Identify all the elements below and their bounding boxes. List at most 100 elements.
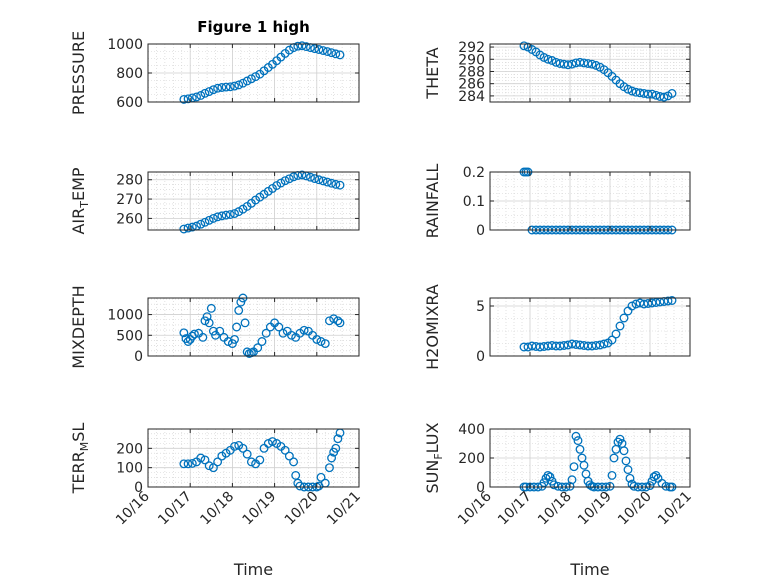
data-point: [297, 170, 307, 180]
data-point: [204, 461, 214, 471]
data-point: [204, 87, 214, 97]
data-point: [291, 470, 301, 480]
data-point: [651, 90, 661, 100]
data-point: [559, 341, 569, 350]
data-point: [238, 443, 248, 453]
y-tick-label: 288: [458, 64, 485, 80]
plot-area: [490, 298, 690, 356]
data-point: [223, 337, 233, 346]
data-point: [543, 470, 553, 480]
data-point: [333, 434, 343, 444]
data-point: [238, 78, 248, 88]
data-point: [595, 340, 605, 350]
data-point: [297, 41, 307, 51]
x-axis-label: Time: [233, 560, 273, 579]
y-tick-label: 0: [134, 349, 143, 365]
data-point: [607, 335, 617, 345]
y-tick-label: 0: [476, 480, 485, 496]
data-point: [225, 210, 235, 219]
y-axis-label: MIXDEPTH: [69, 285, 88, 368]
subplot-1: 600 800 1000 PRESSURE Figure 1 high: [69, 18, 360, 115]
data-point: [335, 180, 345, 190]
data-point: [280, 176, 290, 186]
y-tick-label: 286: [458, 77, 485, 93]
data-point: [322, 177, 332, 187]
data-point: [274, 322, 284, 332]
data-point: [198, 332, 208, 342]
data-point: [196, 219, 206, 229]
data-point: [213, 457, 223, 467]
data-point: [325, 463, 334, 473]
axes-box: [147, 428, 360, 488]
data-point: [206, 303, 216, 313]
data-point: [621, 456, 631, 466]
data-point: [230, 209, 239, 219]
data-point: [539, 52, 549, 62]
data-point: [549, 480, 559, 490]
data-point: [242, 449, 252, 459]
y-tick-label: 284: [458, 89, 485, 105]
data-point: [287, 330, 296, 340]
data-point: [647, 89, 657, 99]
data-point: [667, 296, 677, 305]
data-point: [661, 481, 671, 491]
data-point: [331, 49, 341, 59]
data-point: [232, 322, 242, 332]
data-point: [225, 82, 235, 92]
data-point: [183, 459, 193, 469]
axes-box: [147, 171, 360, 231]
data-point: [335, 50, 345, 60]
data-point: [234, 80, 244, 90]
data-point: [623, 465, 633, 475]
data-point: [208, 463, 218, 473]
data-point: [545, 472, 555, 482]
data-point: [196, 453, 206, 463]
data-point: [599, 339, 609, 349]
y-tick-label: 0: [134, 480, 143, 496]
data-point: [200, 316, 210, 326]
data-point: [551, 57, 561, 67]
data-point: [543, 54, 553, 64]
subplot-6: 0 5 H2OMIXRA: [423, 284, 691, 370]
data-point: [623, 84, 633, 94]
axes-box: [147, 297, 360, 357]
y-tick-label: 0.1: [463, 194, 485, 210]
data-point: [183, 337, 193, 346]
plot-area: [490, 44, 690, 102]
data-point: [627, 86, 637, 96]
data-point: [261, 328, 271, 338]
data-point: [263, 439, 273, 448]
y-axis-label: PRESSURE: [69, 31, 88, 115]
y-tick-label: 200: [458, 451, 485, 467]
subplot-5: 0 500 1000 MIXDEPTH: [69, 285, 360, 369]
data-point: [230, 441, 239, 451]
data-point: [316, 337, 326, 346]
data-point: [322, 47, 332, 56]
data-point: [276, 178, 286, 188]
data-point: [202, 312, 212, 322]
data-point: [645, 481, 655, 490]
y-tick-label: 292: [458, 40, 485, 56]
data-point: [625, 473, 635, 483]
data-point: [301, 42, 311, 52]
data-point: [327, 453, 337, 463]
data-point: [312, 334, 322, 344]
data-point: [331, 179, 341, 189]
data-point: [242, 76, 252, 86]
y-tick-label: 800: [116, 66, 143, 82]
data-series: [519, 296, 677, 352]
data-point: [208, 85, 218, 95]
data-point: [659, 92, 669, 102]
y-tick-label: 1000: [107, 308, 143, 324]
y-tick-label: 5: [476, 299, 485, 315]
data-point: [246, 74, 256, 84]
data-point: [253, 343, 263, 353]
data-point: [208, 213, 218, 223]
data-point: [217, 83, 227, 92]
subplot-3: 260 270 280 AIRTEMP: [69, 167, 360, 235]
y-tick-label: 0: [476, 223, 485, 239]
data-point: [333, 316, 343, 326]
y-axis-label: RAINFALL: [423, 164, 442, 239]
